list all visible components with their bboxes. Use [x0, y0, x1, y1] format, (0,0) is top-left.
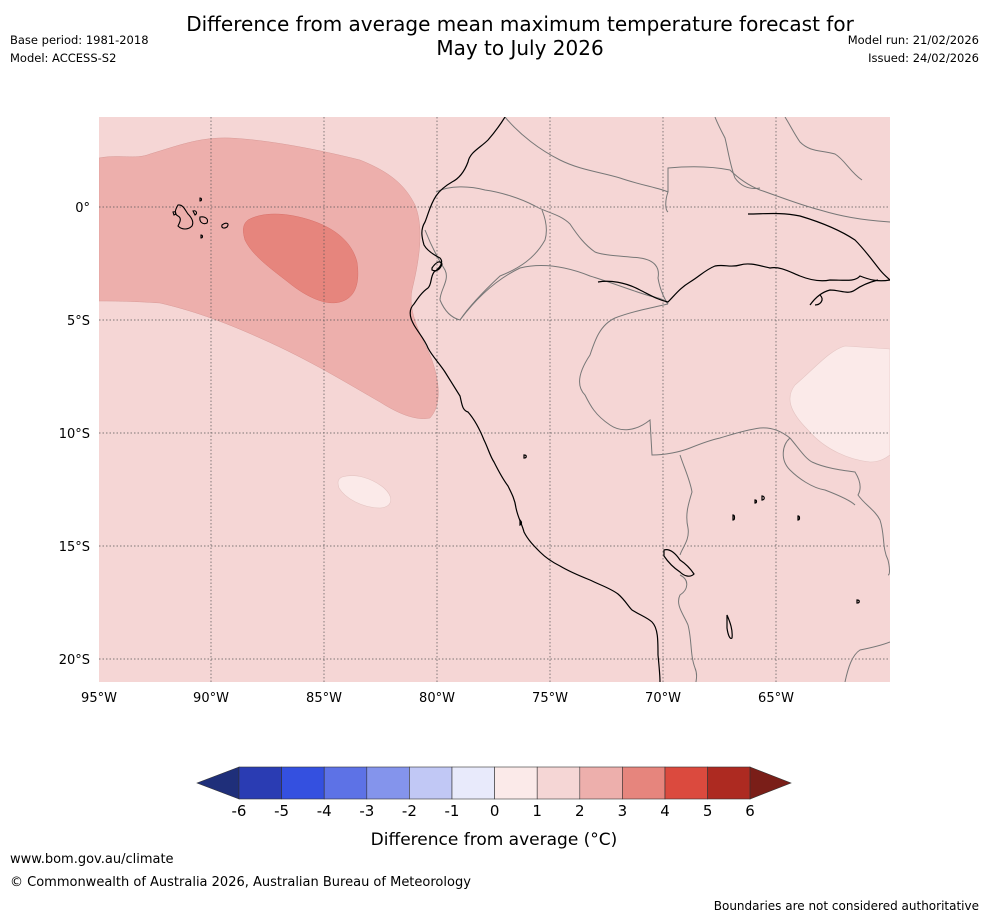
lon-label-90w: 90°W: [193, 691, 229, 706]
colorbar-tick-minus4: -4: [317, 802, 332, 820]
colorbar-tick-minus3: -3: [359, 802, 374, 820]
footer-copyright: © Commonwealth of Australia 2026, Austra…: [10, 875, 471, 890]
colorbar-tick-1: 1: [532, 802, 542, 820]
colorbar-tick-6: 6: [745, 802, 755, 820]
galapagos-islands: [172, 197, 229, 239]
map-title: Difference from average mean maximum tem…: [150, 12, 890, 60]
lat-label-10s: 10°S: [59, 427, 90, 442]
colorbar-bin-4: [409, 766, 453, 800]
border-venezuela-top: [714, 117, 761, 189]
galapagos-floreana: [200, 234, 204, 239]
border-peru-brazil: [579, 303, 791, 456]
border-colombia-venezuela: [667, 166, 890, 223]
coast-madeira: [809, 279, 879, 306]
lon-label-95w: 95°W: [81, 691, 117, 706]
coast-gulf-guayaquil: [431, 261, 443, 272]
country-borders: [424, 117, 890, 682]
footer-boundary-note: Boundaries are not considered authoritat…: [713, 899, 979, 913]
coast-amazon-river: [597, 263, 890, 303]
coast-tributary: [814, 294, 823, 306]
colorbar-tick-3: 3: [618, 802, 628, 820]
issued-text: Issued: 24/02/2026: [868, 51, 979, 65]
map-title-line1: Difference from average mean maximum tem…: [186, 12, 854, 36]
lon-labels: 95°W 90°W 85°W 80°W 75°W 70°W 65°W: [81, 691, 794, 706]
colorbar-bin-10: [664, 766, 708, 800]
anomaly-region-0-1-west: [337, 475, 391, 509]
map-gridlines: [99, 117, 890, 682]
coast-river-negro: [747, 212, 890, 281]
lat-label-15s: 15°S: [59, 540, 90, 555]
colorbar-tick-5: 5: [703, 802, 713, 820]
coastlines: [409, 117, 890, 682]
lon-label-80w: 80°W: [419, 691, 455, 706]
coast-lake-titicaca: [663, 549, 695, 577]
lat-label-5s: 5°S: [67, 314, 90, 329]
footer-url: www.bom.gov.au/climate: [10, 852, 174, 867]
colorbar-bin-8: [579, 766, 623, 800]
lat-label-20s: 20°S: [59, 653, 90, 668]
coast-small-lake-2: [754, 499, 758, 504]
base-period-text: Base period: 1981-2018: [10, 33, 149, 47]
coast-small-lake-6: [856, 599, 860, 604]
coast-pacific: [409, 117, 661, 682]
colorbar-bin-9: [622, 766, 666, 800]
colorbar-tick-minus6: -6: [232, 802, 247, 820]
meta-left: Base period: 1981-2018 Model: ACCESS-S2: [10, 31, 149, 67]
colorbar-bin-6: [494, 766, 538, 800]
colorbar-bin-1: [281, 766, 325, 800]
colorbar-tick-minus2: -2: [402, 802, 417, 820]
border-bolivia-paraguay: [844, 641, 890, 682]
colorbar-tick-minus1: -1: [445, 802, 460, 820]
model-run-text: Model run: 21/02/2026: [847, 33, 979, 47]
galapagos-santiago: [192, 210, 198, 216]
lat-labels: 0° 5°S 10°S 15°S 20°S: [59, 201, 90, 668]
border-venezuela-east: [784, 117, 863, 181]
coast-small-lake-7: [523, 454, 527, 459]
border-bolivia-west: [782, 437, 856, 506]
border-bolivia-brazil: [789, 437, 890, 576]
colorbar-bin-2: [323, 766, 368, 800]
border-colombia-north: [504, 117, 669, 213]
colorbar-upper-extend: [749, 766, 792, 800]
colorbar-tick-2: 2: [575, 802, 585, 820]
galapagos-fernandina: [172, 211, 177, 216]
model-text: Model: ACCESS-S2: [10, 51, 117, 65]
galapagos-north: [199, 197, 203, 202]
colorbar-ticks: -6 -5 -4 -3 -2 -1 0 1 2 3 4 5 6: [232, 802, 755, 820]
lat-label-0: 0°: [75, 201, 90, 216]
lon-label-65w: 65°W: [758, 691, 794, 706]
colorbar-tick-4: 4: [660, 802, 670, 820]
colorbar-lower-extend: [196, 766, 240, 800]
coast-lake-poopo: [726, 614, 733, 640]
colorbar-bin-7: [536, 766, 581, 800]
colorbar-bin-0: [238, 766, 282, 800]
colorbar: [196, 766, 792, 800]
coast-small-lake-5: [797, 515, 801, 521]
anomaly-region-3-4: [243, 213, 359, 304]
border-bolivia-chile: [678, 574, 698, 682]
coast-small-lake-4: [732, 514, 736, 521]
colorbar-bin-3: [366, 766, 410, 800]
lon-label-75w: 75°W: [532, 691, 568, 706]
coast-small-lake-3: [761, 495, 765, 501]
galapagos-santa-cruz: [199, 216, 209, 225]
colorbar-bin-11: [707, 766, 751, 800]
colorbar-title: Difference from average (°C): [371, 830, 618, 850]
lon-label-85w: 85°W: [306, 691, 342, 706]
colorbar-tick-0: 0: [490, 802, 500, 820]
anomaly-region-0-1-east: [789, 345, 890, 463]
map-title-line2: May to July 2026: [436, 36, 604, 60]
lon-label-70w: 70°W: [645, 691, 681, 706]
border-peru-bolivia: [679, 454, 693, 556]
colorbar-bin-5: [451, 766, 495, 800]
coast-small-lake-1: [519, 518, 523, 526]
meta-right: Model run: 21/02/2026 Issued: 24/02/2026: [848, 31, 979, 67]
galapagos-isabela: [174, 204, 194, 230]
galapagos-san-cristobal: [221, 222, 229, 229]
border-colombia-ecuador: [435, 186, 669, 305]
colorbar-tick-minus5: -5: [274, 802, 289, 820]
